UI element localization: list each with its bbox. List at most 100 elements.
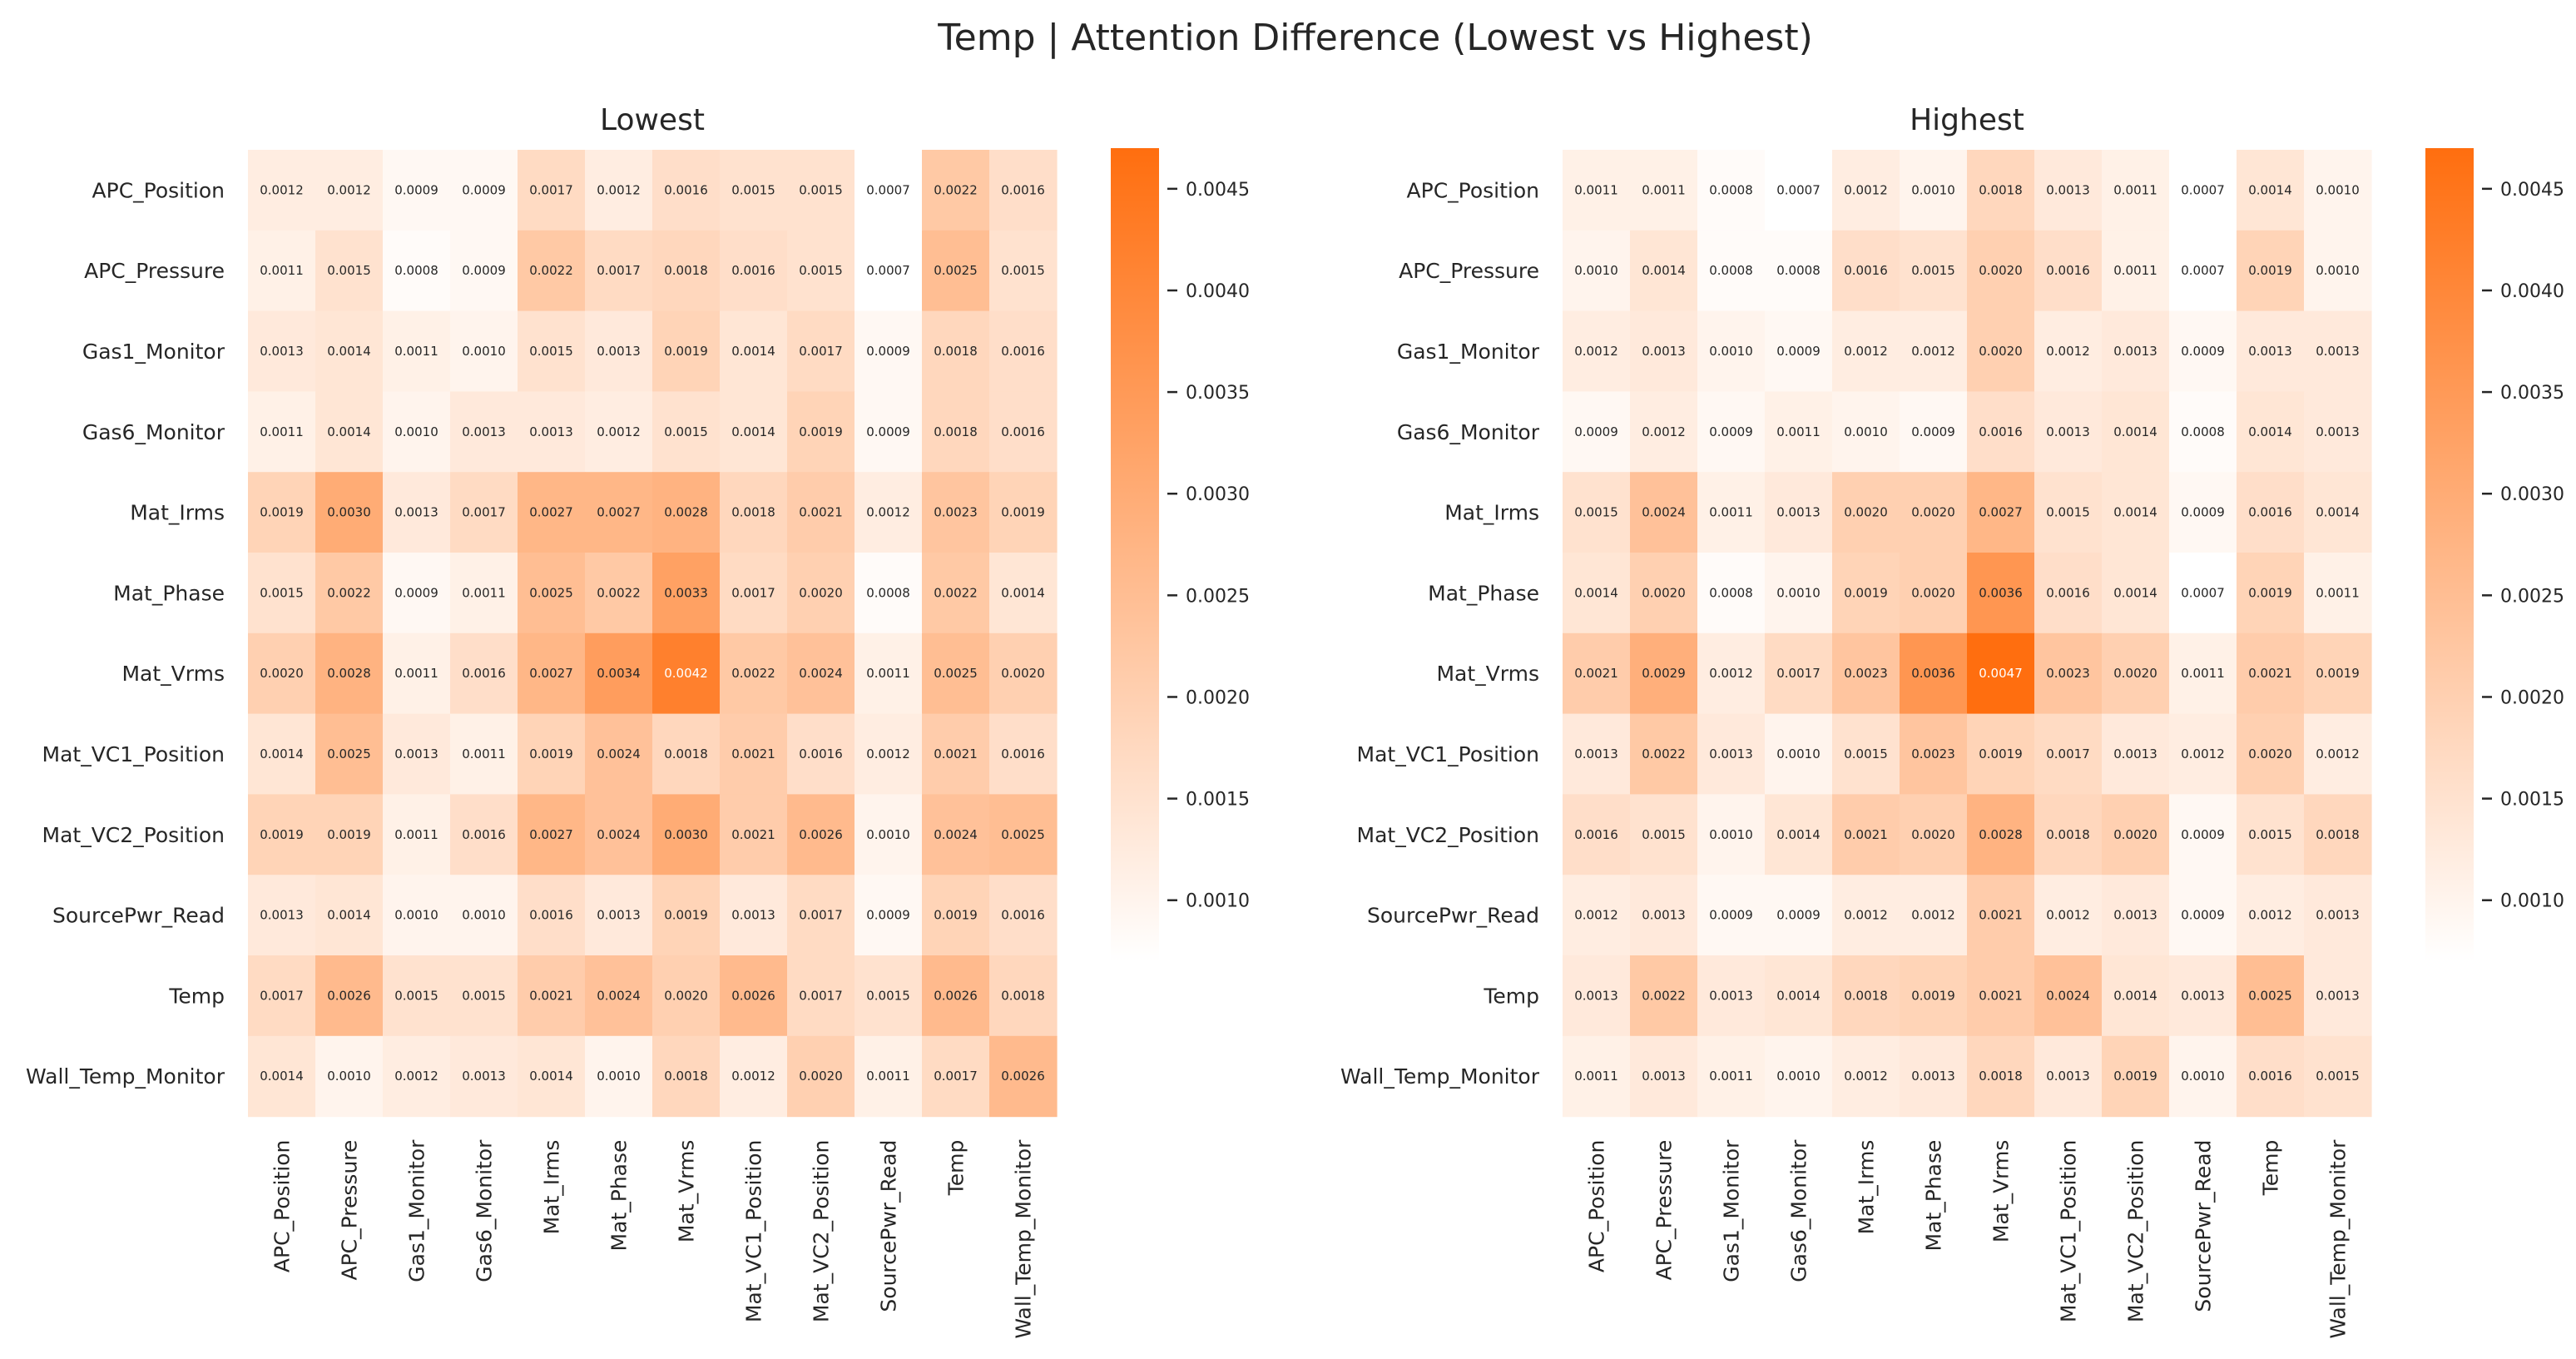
cell-value-label: 0.0014 [1776, 988, 1821, 1003]
heatmap-cell [450, 713, 518, 795]
cell-value-label: 0.0012 [1844, 344, 1888, 359]
heatmap-cell [855, 875, 923, 956]
cell-value-label: 0.0014 [1642, 263, 1686, 278]
cell-value-label: 0.0011 [394, 344, 438, 359]
cell-value-label: 0.0018 [2316, 827, 2360, 842]
heatmap-cell [2237, 1035, 2305, 1118]
cell-value-label: 0.0026 [799, 827, 843, 842]
row-label: Mat_VC1_Position [42, 742, 225, 766]
heatmap-cell [652, 310, 721, 392]
cell-value-label: 0.0028 [664, 505, 708, 520]
heatmap-cell [1832, 150, 1900, 231]
cell-value-label: 0.0011 [866, 1069, 910, 1084]
heatmap-cell [787, 875, 855, 956]
cell-value-label: 0.0009 [866, 344, 910, 359]
cell-value-label: 0.0014 [2248, 424, 2292, 439]
cell-value-label: 0.0020 [2113, 666, 2157, 681]
cell-value-label: 0.0013 [2316, 988, 2360, 1003]
cell-value-label: 0.0015 [664, 424, 708, 439]
heatmap-cell [315, 632, 384, 715]
cell-value-label: 0.0018 [1001, 988, 1045, 1003]
heatmap-cell [1630, 1035, 1698, 1118]
heatmap-cell [652, 230, 721, 312]
cell-value-label: 0.0020 [799, 1069, 843, 1084]
heatmap-cell [1900, 553, 1968, 634]
cell-value-label: 0.0009 [394, 585, 438, 600]
cell-value-label: 0.0020 [260, 666, 304, 681]
cell-value-label: 0.0012 [1911, 908, 1955, 923]
cell-value-label: 0.0014 [2316, 505, 2360, 520]
cell-value-label: 0.0010 [2181, 1069, 2225, 1084]
cell-value-label: 0.0023 [934, 505, 978, 520]
row-label: APC_Pressure [1399, 259, 1539, 283]
heatmap-cell [315, 230, 384, 312]
heatmap-cell [585, 150, 653, 231]
row-label: APC_Position [92, 178, 225, 202]
cell-value-label: 0.0019 [664, 344, 708, 359]
cell-value-label: 0.0023 [1844, 666, 1888, 681]
heatmap-cell [248, 150, 316, 231]
cell-value-label: 0.0010 [1911, 182, 1955, 197]
heatmap-cell [1900, 310, 1968, 392]
cell-value-label: 0.0025 [934, 263, 978, 278]
cell-value-label: 0.0016 [1001, 908, 1045, 923]
heatmap-cell [248, 472, 316, 553]
heatmap-cell [1630, 875, 1698, 956]
cell-value-label: 0.0015 [327, 263, 371, 278]
colorbar-tick-label: 0.0020 [2500, 687, 2564, 708]
cell-value-label: 0.0015 [529, 344, 573, 359]
cell-value-label: 0.0011 [1709, 1069, 1753, 1084]
heatmap-cell [720, 391, 788, 473]
cell-value-label: 0.0020 [799, 585, 843, 600]
cell-value-label: 0.0012 [2248, 908, 2292, 923]
column-label: Gas1_Monitor [1720, 1139, 1744, 1282]
colorbar-tick-label: 0.0010 [2500, 891, 2564, 912]
cell-value-label: 0.0014 [260, 1069, 304, 1084]
cell-value-label: 0.0007 [2181, 585, 2225, 600]
cell-value-label: 0.0022 [731, 666, 775, 681]
column-label: APC_Position [1585, 1140, 1609, 1272]
heatmap-cell [922, 310, 990, 392]
cell-value-label: 0.0036 [1911, 666, 1955, 681]
cell-value-label: 0.0010 [1709, 344, 1753, 359]
cell-value-label: 0.0019 [260, 827, 304, 842]
heatmap-panel-0: Lowest 0.0012 0.0012 0.0009 0.0009 0.0017 0.00… [26, 103, 1250, 1339]
column-label: Gas6_Monitor [1787, 1139, 1811, 1282]
cell-value-label: 0.0021 [799, 505, 843, 520]
cell-value-label: 0.0027 [529, 666, 573, 681]
cell-value-label: 0.0020 [664, 988, 708, 1003]
cell-value-label: 0.0013 [1642, 908, 1686, 923]
cell-value-label: 0.0012 [1574, 908, 1618, 923]
cell-value-label: 0.0009 [1776, 908, 1821, 923]
heatmap-cell [248, 553, 316, 634]
cell-value-label: 0.0020 [2248, 746, 2292, 761]
cell-value-label: 0.0016 [462, 827, 506, 842]
heatmap-cell [855, 553, 923, 634]
heatmap-cell [787, 472, 855, 553]
cell-value-label: 0.0024 [934, 827, 978, 842]
heatmap-cell [1630, 230, 1698, 312]
heatmap-cell [315, 150, 384, 231]
heatmap-cell [2237, 310, 2305, 392]
heatmap-cell [248, 1035, 316, 1118]
figure-title: Temp | Attention Difference (Lowest vs H… [937, 17, 1812, 59]
heatmap-cell [720, 472, 788, 553]
cell-value-label: 0.0022 [1642, 746, 1686, 761]
heatmap-cell [315, 955, 384, 1037]
heatmap-cell [2169, 391, 2237, 473]
cell-value-label: 0.0012 [394, 1069, 438, 1084]
cell-value-label: 0.0010 [2316, 263, 2360, 278]
row-label: Mat_VC2_Position [42, 823, 225, 847]
cell-value-label: 0.0017 [799, 908, 843, 923]
cell-value-label: 0.0025 [1001, 827, 1045, 842]
cell-value-label: 0.0019 [260, 505, 304, 520]
cell-value-label: 0.0013 [597, 344, 641, 359]
cell-value-label: 0.0012 [597, 424, 641, 439]
cell-value-label: 0.0014 [2113, 988, 2157, 1003]
heatmap-panels: Lowest 0.0012 0.0012 0.0009 0.0009 0.0017 0.00… [26, 103, 2564, 1339]
cell-value-label: 0.0012 [866, 505, 910, 520]
heatmap-cell [450, 794, 518, 875]
cell-value-label: 0.0010 [1776, 746, 1821, 761]
cell-value-label: 0.0012 [1574, 344, 1618, 359]
heatmap-cell [450, 230, 518, 312]
